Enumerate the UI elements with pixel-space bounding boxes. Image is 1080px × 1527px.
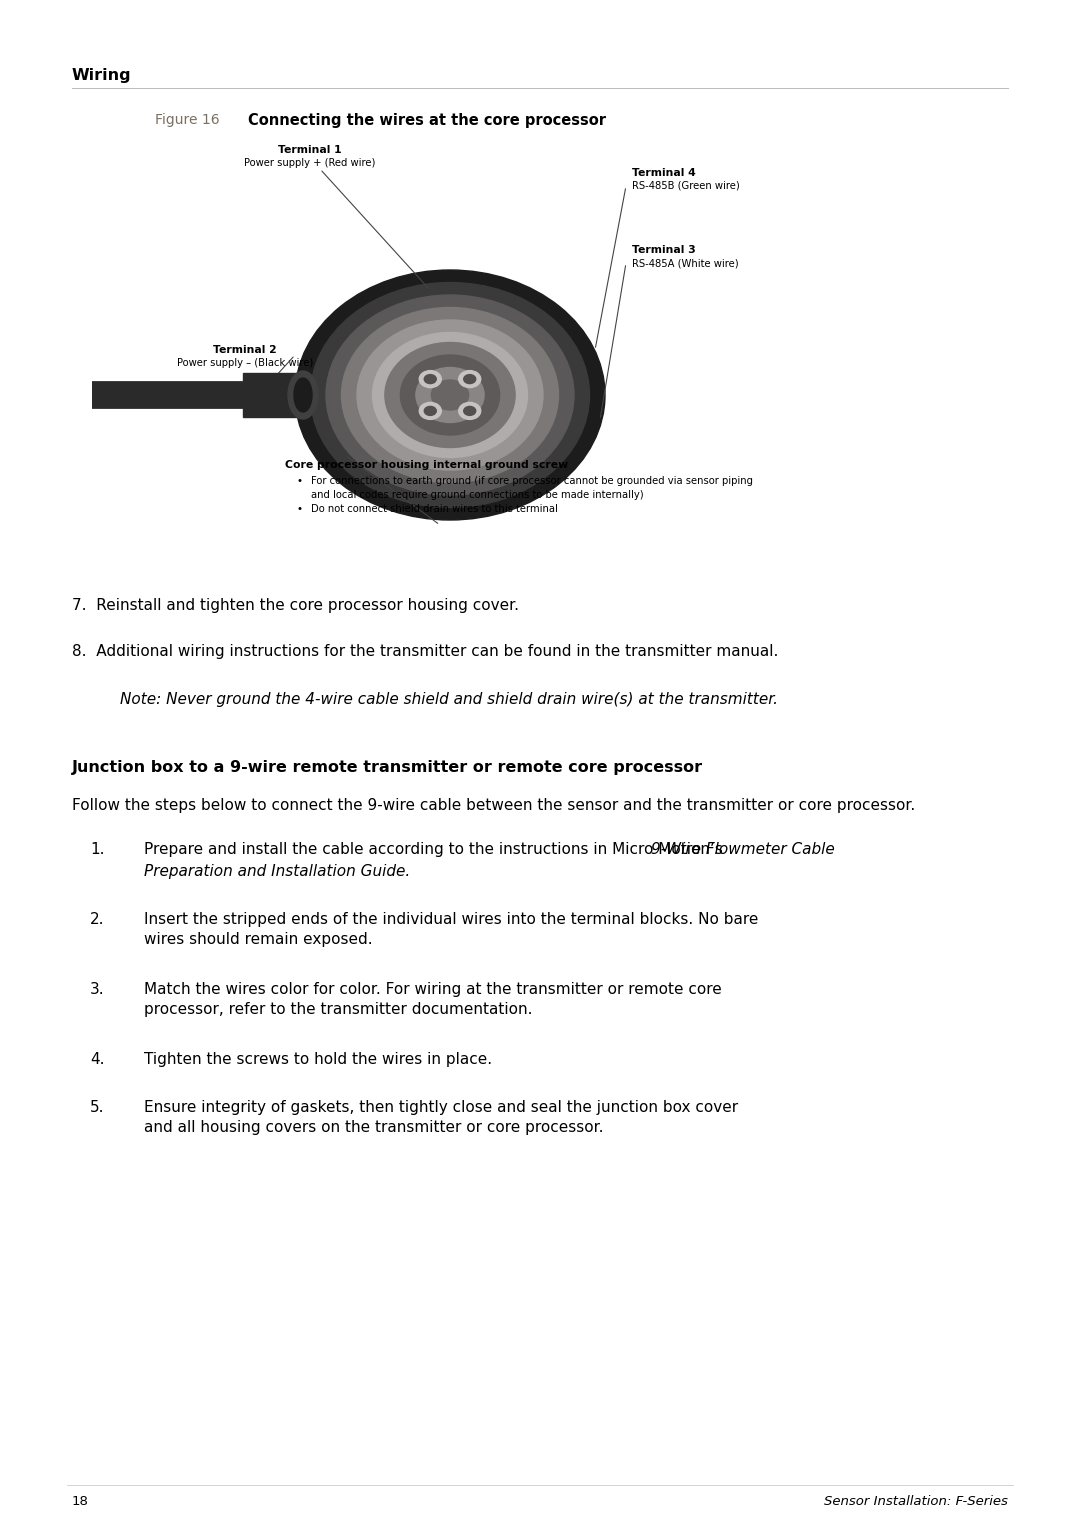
Text: Terminal 4: Terminal 4: [632, 168, 696, 179]
Ellipse shape: [419, 371, 442, 388]
Ellipse shape: [431, 380, 469, 411]
Text: Figure 16: Figure 16: [156, 113, 219, 127]
Text: 7.  Reinstall and tighten the core processor housing cover.: 7. Reinstall and tighten the core proces…: [72, 599, 519, 612]
Text: Terminal 1: Terminal 1: [279, 145, 341, 156]
Text: 3.: 3.: [90, 982, 105, 997]
Ellipse shape: [288, 371, 318, 418]
Text: Power supply – (Black wire): Power supply – (Black wire): [177, 357, 313, 368]
Text: •: •: [297, 476, 303, 486]
Text: Note: Never ground the 4-wire cable shield and shield drain wire(s) at the trans: Note: Never ground the 4-wire cable shie…: [120, 692, 778, 707]
Text: and local codes require ground connections to be made internally): and local codes require ground connectio…: [311, 490, 644, 499]
Text: Terminal 3: Terminal 3: [632, 244, 696, 255]
Text: 2.: 2.: [90, 912, 105, 927]
Ellipse shape: [463, 374, 475, 383]
Text: Insert the stripped ends of the individual wires into the terminal blocks. No ba: Insert the stripped ends of the individu…: [144, 912, 758, 947]
Text: Do not connect shield drain wires to this terminal: Do not connect shield drain wires to thi…: [311, 504, 558, 515]
Text: Terminal 2: Terminal 2: [213, 345, 276, 354]
Text: RS-485B (Green wire): RS-485B (Green wire): [632, 182, 740, 191]
Text: For connections to earth ground (if core processor cannot be grounded via sensor: For connections to earth ground (if core…: [311, 476, 753, 486]
Text: RS-485A (White wire): RS-485A (White wire): [632, 258, 739, 269]
Ellipse shape: [311, 282, 590, 507]
Ellipse shape: [459, 403, 481, 420]
Text: Junction box to a 9-wire remote transmitter or remote core processor: Junction box to a 9-wire remote transmit…: [72, 760, 703, 776]
Text: Power supply + (Red wire): Power supply + (Red wire): [244, 157, 376, 168]
Text: 5.: 5.: [90, 1099, 105, 1115]
FancyBboxPatch shape: [243, 373, 301, 417]
Text: 4.: 4.: [90, 1052, 105, 1067]
Text: Connecting the wires at the core processor: Connecting the wires at the core process…: [248, 113, 606, 128]
Ellipse shape: [459, 371, 481, 388]
Ellipse shape: [416, 368, 484, 423]
Ellipse shape: [326, 295, 573, 495]
Ellipse shape: [401, 354, 500, 435]
Text: 18: 18: [72, 1495, 89, 1509]
Ellipse shape: [294, 379, 312, 412]
Ellipse shape: [384, 342, 515, 447]
Text: •: •: [297, 504, 303, 515]
Text: 9-Wire Flowmeter Cable: 9-Wire Flowmeter Cable: [651, 841, 835, 857]
Text: Match the wires color for color. For wiring at the transmitter or remote core
pr: Match the wires color for color. For wir…: [144, 982, 721, 1017]
Ellipse shape: [419, 403, 442, 420]
Ellipse shape: [463, 406, 475, 415]
Text: Tighten the screws to hold the wires in place.: Tighten the screws to hold the wires in …: [144, 1052, 492, 1067]
Text: Ensure integrity of gaskets, then tightly close and seal the junction box cover
: Ensure integrity of gaskets, then tightl…: [144, 1099, 738, 1136]
Text: Wiring: Wiring: [72, 69, 132, 82]
Ellipse shape: [341, 307, 558, 483]
Text: 8.  Additional wiring instructions for the transmitter can be found in the trans: 8. Additional wiring instructions for th…: [72, 644, 779, 660]
Text: Core processor housing internal ground screw: Core processor housing internal ground s…: [285, 460, 568, 470]
Text: 1.: 1.: [90, 841, 105, 857]
Text: Sensor Installation: F-Series: Sensor Installation: F-Series: [824, 1495, 1008, 1509]
Text: Follow the steps below to connect the 9-wire cable between the sensor and the tr: Follow the steps below to connect the 9-…: [72, 799, 915, 812]
Ellipse shape: [357, 321, 543, 470]
Ellipse shape: [424, 406, 436, 415]
Text: Preparation and Installation Guide.: Preparation and Installation Guide.: [144, 864, 410, 880]
Ellipse shape: [373, 333, 527, 458]
Ellipse shape: [295, 270, 605, 521]
Text: Prepare and install the cable according to the instructions in Micro Motion’s: Prepare and install the cable according …: [144, 841, 728, 857]
Ellipse shape: [424, 374, 436, 383]
